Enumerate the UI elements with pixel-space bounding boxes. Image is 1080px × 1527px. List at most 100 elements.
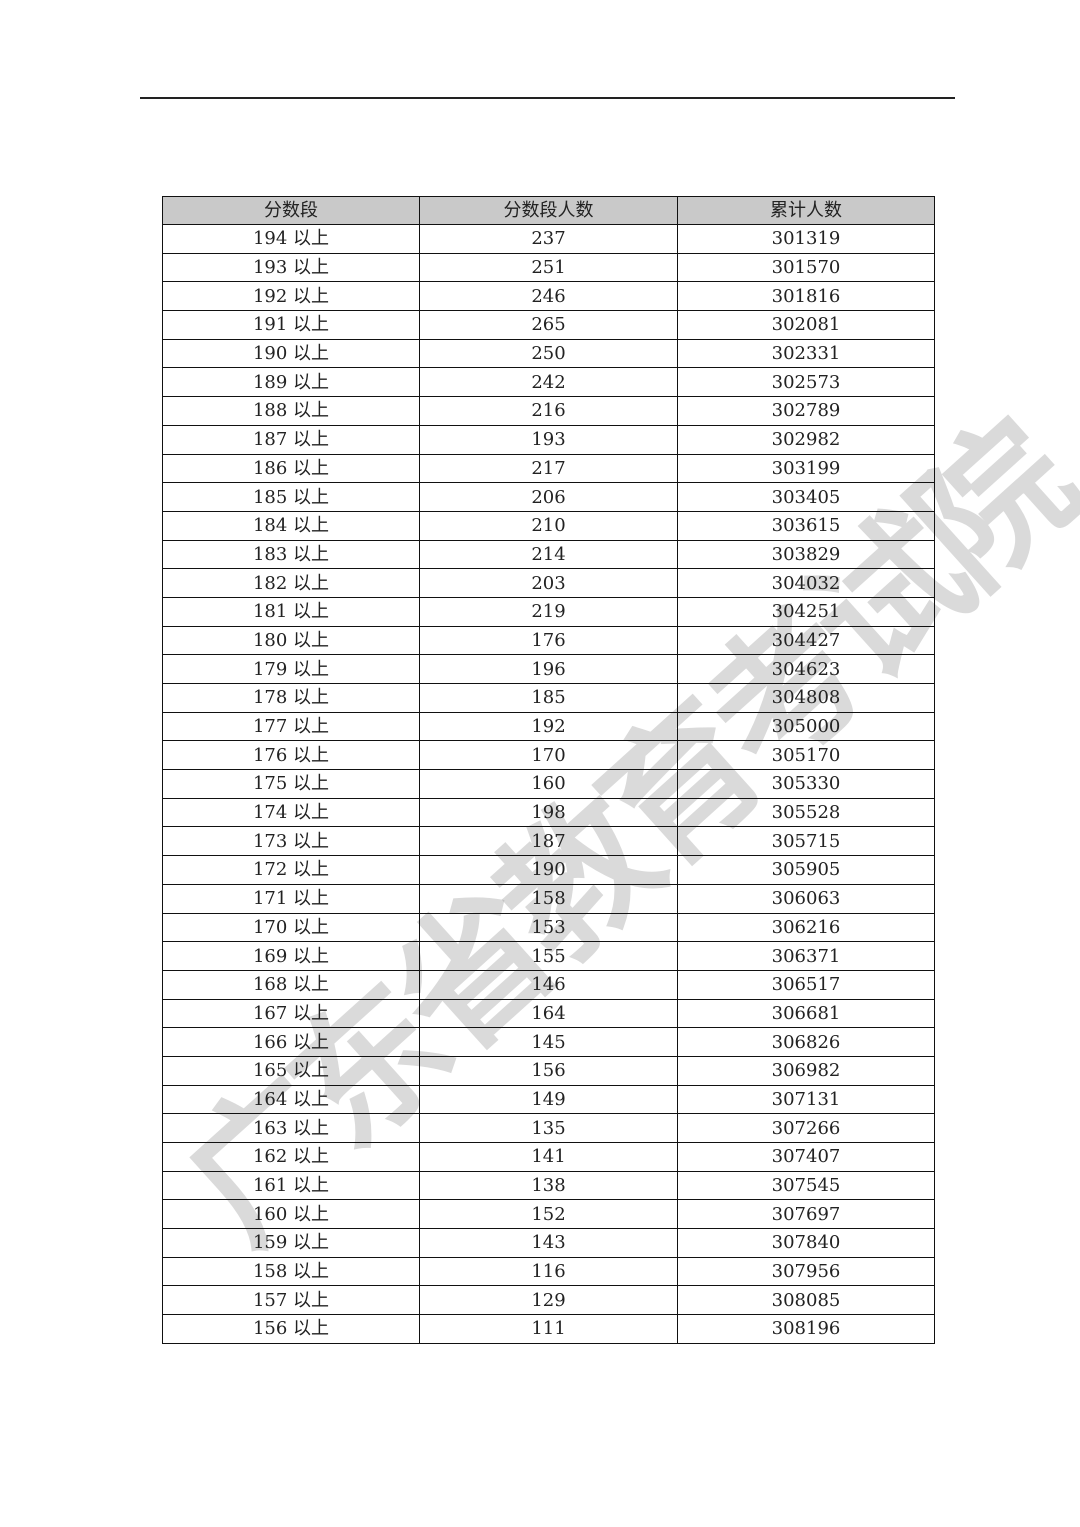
cell-count: 111 xyxy=(419,1314,678,1344)
table-row: 191 以上 265 302081 xyxy=(162,310,935,340)
cell-count: 135 xyxy=(419,1113,678,1143)
cell-score-range: 186 以上 xyxy=(162,453,420,484)
cell-cumulative: 303615 xyxy=(677,510,935,541)
cell-cumulative: 308085 xyxy=(677,1285,935,1316)
cell-cumulative: 304032 xyxy=(677,568,935,598)
cell-score-range: 168 以上 xyxy=(162,969,420,1000)
table-row: 168 以上 146 306517 xyxy=(162,969,935,1000)
table-row: 194 以上 237 301319 xyxy=(162,224,935,254)
header-rule xyxy=(140,97,955,99)
cell-count: 176 xyxy=(419,625,678,656)
table-row: 189 以上 242 302573 xyxy=(162,367,935,398)
cell-count: 153 xyxy=(419,912,678,943)
cell-count: 265 xyxy=(419,310,678,340)
table-row: 170 以上 153 306216 xyxy=(162,912,935,943)
cell-count: 145 xyxy=(419,1027,678,1057)
cell-score-range: 170 以上 xyxy=(162,912,420,943)
cell-cumulative: 301319 xyxy=(677,224,935,254)
cell-cumulative: 303199 xyxy=(677,453,935,484)
cell-cumulative: 307266 xyxy=(677,1113,935,1143)
cell-cumulative: 306216 xyxy=(677,912,935,943)
table-row: 162 以上 141 307407 xyxy=(162,1142,935,1172)
cell-score-range: 185 以上 xyxy=(162,482,420,512)
cell-score-range: 178 以上 xyxy=(162,683,420,713)
table-row: 193 以上 251 301570 xyxy=(162,252,935,283)
cell-count: 160 xyxy=(419,769,678,799)
table-row: 185 以上 206 303405 xyxy=(162,482,935,512)
cell-count: 156 xyxy=(419,1055,678,1086)
cell-score-range: 189 以上 xyxy=(162,367,420,398)
cell-cumulative: 307545 xyxy=(677,1170,935,1201)
cell-count: 203 xyxy=(419,568,678,598)
table-row: 187 以上 193 302982 xyxy=(162,424,935,455)
cell-cumulative: 302573 xyxy=(677,367,935,398)
table-row: 177 以上 192 305000 xyxy=(162,711,935,742)
cell-cumulative: 307407 xyxy=(677,1142,935,1172)
cell-cumulative: 304623 xyxy=(677,654,935,684)
cell-cumulative: 306826 xyxy=(677,1027,935,1057)
cell-cumulative: 302331 xyxy=(677,338,935,369)
table-row: 163 以上 135 307266 xyxy=(162,1113,935,1143)
cell-score-range: 181 以上 xyxy=(162,596,420,627)
cell-score-range: 161 以上 xyxy=(162,1170,420,1201)
cell-score-range: 177 以上 xyxy=(162,711,420,742)
cell-cumulative: 305905 xyxy=(677,855,935,885)
cell-score-range: 160 以上 xyxy=(162,1199,420,1230)
table-row: 186 以上 217 303199 xyxy=(162,453,935,484)
cell-cumulative: 306681 xyxy=(677,998,935,1029)
cell-count: 216 xyxy=(419,396,678,426)
cell-cumulative: 301816 xyxy=(677,281,935,312)
cell-score-range: 172 以上 xyxy=(162,855,420,885)
score-distribution-table: 分数段 分数段人数 累计人数 194 以上 237 301319 193 以上 251 3… xyxy=(162,196,935,1344)
table-row: 158 以上 116 307956 xyxy=(162,1256,935,1287)
table-row: 178 以上 185 304808 xyxy=(162,683,935,713)
cell-count: 251 xyxy=(419,252,678,283)
cell-count: 242 xyxy=(419,367,678,398)
table-row: 159 以上 143 307840 xyxy=(162,1228,935,1258)
cell-score-range: 184 以上 xyxy=(162,510,420,541)
cell-count: 170 xyxy=(419,740,678,771)
table-row: 169 以上 155 306371 xyxy=(162,941,935,971)
cell-cumulative: 304427 xyxy=(677,625,935,656)
cell-count: 206 xyxy=(419,482,678,512)
table-row: 172 以上 190 305905 xyxy=(162,855,935,885)
cell-count: 116 xyxy=(419,1256,678,1287)
cell-cumulative: 305170 xyxy=(677,740,935,771)
cell-cumulative: 306063 xyxy=(677,883,935,914)
cell-score-range: 176 以上 xyxy=(162,740,420,771)
cell-count: 210 xyxy=(419,510,678,541)
cell-count: 158 xyxy=(419,883,678,914)
cell-count: 141 xyxy=(419,1142,678,1172)
cell-score-range: 166 以上 xyxy=(162,1027,420,1057)
cell-count: 146 xyxy=(419,969,678,1000)
cell-cumulative: 303405 xyxy=(677,482,935,512)
cell-score-range: 159 以上 xyxy=(162,1228,420,1258)
cell-score-range: 174 以上 xyxy=(162,797,420,828)
cell-cumulative: 308196 xyxy=(677,1314,935,1344)
cell-count: 193 xyxy=(419,424,678,455)
cell-score-range: 158 以上 xyxy=(162,1256,420,1287)
cell-count: 219 xyxy=(419,596,678,627)
cell-cumulative: 306517 xyxy=(677,969,935,1000)
cell-score-range: 164 以上 xyxy=(162,1084,420,1115)
cell-cumulative: 303829 xyxy=(677,539,935,570)
cell-cumulative: 307697 xyxy=(677,1199,935,1230)
header-score-range: 分数段 xyxy=(162,196,420,225)
cell-count: 217 xyxy=(419,453,678,484)
cell-cumulative: 305528 xyxy=(677,797,935,828)
cell-count: 164 xyxy=(419,998,678,1029)
cell-count: 155 xyxy=(419,941,678,971)
table-row: 166 以上 145 306826 xyxy=(162,1027,935,1057)
table-row: 175 以上 160 305330 xyxy=(162,769,935,799)
cell-score-range: 183 以上 xyxy=(162,539,420,570)
table-row: 192 以上 246 301816 xyxy=(162,281,935,312)
cell-score-range: 193 以上 xyxy=(162,252,420,283)
table-row: 179 以上 196 304623 xyxy=(162,654,935,684)
table-row: 182 以上 203 304032 xyxy=(162,568,935,598)
cell-score-range: 180 以上 xyxy=(162,625,420,656)
header-cumulative: 累计人数 xyxy=(677,196,935,225)
cell-cumulative: 306982 xyxy=(677,1055,935,1086)
table-row: 164 以上 149 307131 xyxy=(162,1084,935,1115)
table-row: 180 以上 176 304427 xyxy=(162,625,935,656)
cell-score-range: 162 以上 xyxy=(162,1142,420,1172)
